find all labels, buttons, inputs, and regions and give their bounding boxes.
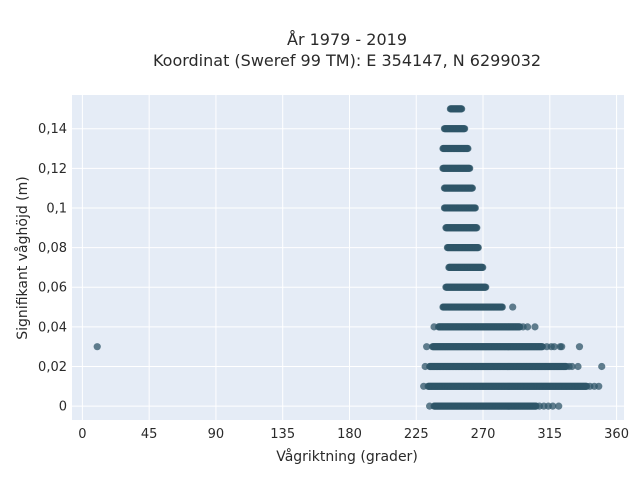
chart-title: År 1979 - 2019 <box>287 30 407 49</box>
data-point <box>558 343 566 351</box>
data-point <box>458 105 466 113</box>
data-point <box>474 243 482 252</box>
data-point <box>531 323 539 331</box>
plot-area <box>72 95 624 420</box>
data-point <box>595 382 603 390</box>
data-point <box>575 343 584 351</box>
x-tick-label: 90 <box>208 427 225 442</box>
y-tick-label: 0,08 <box>38 241 67 256</box>
data-point <box>420 382 428 390</box>
x-tick-label: 360 <box>604 427 629 442</box>
y-tick-label: 0,12 <box>38 162 67 177</box>
data-point <box>473 224 481 232</box>
y-axis-ticks: 0 0,02 0,04 0,06 0,08 0,1 0,12 0,14 <box>38 122 67 414</box>
data-point <box>93 343 101 351</box>
data-point <box>430 323 438 331</box>
y-tick-label: 0,04 <box>38 320 67 335</box>
data-point <box>479 263 487 272</box>
data-point <box>466 164 474 172</box>
y-tick-label: 0 <box>59 400 67 415</box>
x-axis-ticks: 0 45 90 135 180 225 270 315 360 <box>78 427 629 442</box>
x-tick-label: 135 <box>270 427 295 442</box>
data-point <box>423 343 431 351</box>
data-point <box>498 303 506 311</box>
data-point <box>421 362 429 371</box>
data-point <box>523 323 532 331</box>
data-point <box>461 125 469 133</box>
grid-lines <box>72 95 624 420</box>
data-points <box>93 105 606 410</box>
y-tick-label: 0,1 <box>46 201 67 216</box>
data-point <box>468 184 476 192</box>
x-axis-label: Vågriktning (grader) <box>276 448 418 465</box>
data-point <box>568 362 576 371</box>
x-tick-label: 270 <box>471 427 496 442</box>
data-point <box>555 402 563 410</box>
data-point <box>509 303 517 311</box>
y-tick-label: 0,14 <box>38 122 67 137</box>
y-tick-label: 0,02 <box>38 360 67 375</box>
data-point <box>549 402 557 410</box>
x-tick-label: 180 <box>337 427 362 442</box>
chart-subtitle: Koordinat (Sweref 99 TM): E 354147, N 62… <box>153 51 541 70</box>
data-point <box>598 362 606 371</box>
data-point <box>574 362 582 371</box>
y-axis-label: Signifikant våghöjd (m) <box>14 176 31 339</box>
data-point <box>471 204 479 212</box>
data-point <box>426 402 434 410</box>
data-point <box>482 283 490 291</box>
x-tick-label: 0 <box>78 427 86 442</box>
x-tick-label: 225 <box>404 427 429 442</box>
data-point <box>464 144 472 153</box>
data-point <box>550 343 558 351</box>
x-tick-label: 45 <box>141 427 158 442</box>
x-tick-label: 315 <box>537 427 562 442</box>
y-tick-label: 0,06 <box>38 281 67 296</box>
